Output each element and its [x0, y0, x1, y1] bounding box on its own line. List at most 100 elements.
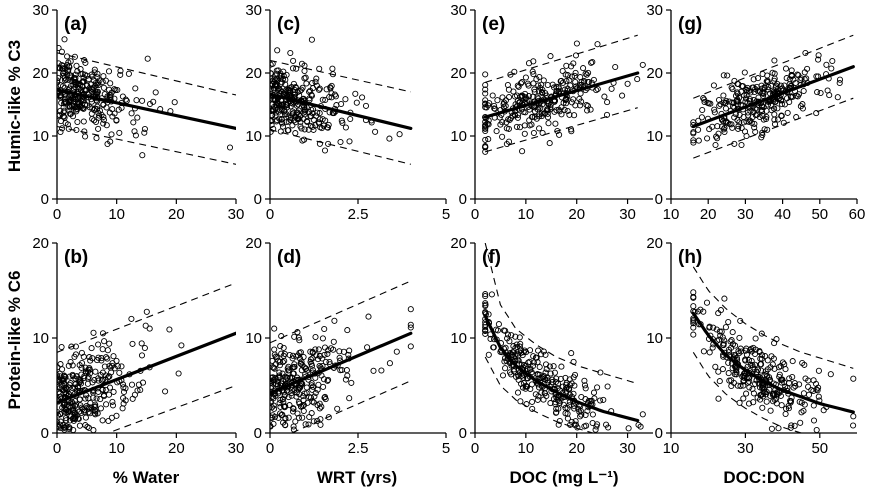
panel-letter: (c)	[277, 14, 300, 35]
data-point	[270, 383, 275, 390]
data-point	[559, 79, 567, 86]
data-point	[120, 384, 127, 391]
data-point	[813, 110, 820, 117]
data-point	[123, 97, 130, 104]
data-point	[735, 123, 742, 130]
data-point	[325, 376, 332, 383]
data-point	[57, 77, 61, 84]
data-point	[781, 101, 788, 108]
data-point	[526, 347, 534, 354]
data-point	[323, 86, 330, 93]
data-point	[113, 116, 120, 124]
data-point	[372, 128, 379, 135]
data-point	[759, 129, 766, 136]
data-point	[65, 362, 72, 369]
panel-letter: (f)	[482, 247, 501, 268]
data-point	[771, 116, 778, 123]
data-point	[276, 372, 283, 379]
data-point	[836, 79, 843, 87]
data-point	[286, 402, 293, 409]
x-tick-label: 10	[108, 440, 125, 457]
data-point	[530, 359, 537, 366]
data-point	[278, 116, 285, 123]
data-point	[577, 413, 584, 420]
data-point	[517, 398, 524, 405]
data-point	[582, 70, 589, 77]
data-point	[555, 88, 562, 95]
data-point	[270, 364, 276, 371]
data-point	[277, 102, 284, 109]
data-point	[522, 385, 529, 392]
data-point	[482, 301, 489, 308]
data-point	[558, 363, 565, 370]
y-tick-label: 0	[254, 191, 262, 208]
data-point	[101, 363, 108, 370]
data-point	[552, 120, 559, 127]
data-point	[370, 367, 377, 374]
data-point	[536, 363, 543, 371]
data-point	[533, 354, 540, 361]
data-point	[309, 383, 317, 390]
data-point	[61, 36, 68, 43]
data-point	[706, 324, 713, 331]
data-point	[805, 383, 812, 390]
data-point	[504, 81, 511, 89]
data-point	[788, 93, 795, 100]
data-point	[294, 410, 301, 417]
data-point	[278, 105, 285, 112]
data-point	[695, 126, 702, 133]
data-point	[310, 116, 317, 123]
data-point	[590, 389, 598, 396]
data-point	[528, 381, 535, 388]
data-point	[277, 72, 284, 79]
data-point	[61, 372, 68, 379]
regression-line	[483, 314, 640, 423]
data-point	[577, 74, 584, 81]
data-point	[82, 133, 89, 140]
y-tick-label: 10	[646, 330, 663, 347]
data-point	[744, 109, 751, 116]
data-point	[344, 372, 351, 379]
data-point	[585, 78, 593, 86]
data-point	[566, 111, 573, 118]
data-point	[763, 398, 770, 405]
data-point	[309, 398, 316, 405]
data-point	[529, 405, 536, 412]
data-point	[801, 401, 808, 408]
data-point	[309, 348, 316, 355]
data-point	[307, 348, 314, 355]
data-point	[612, 63, 619, 71]
data-point	[73, 81, 80, 88]
data-point	[783, 75, 790, 82]
data-point	[521, 96, 528, 103]
data-point	[722, 105, 729, 112]
data-point	[720, 72, 727, 79]
data-point	[322, 96, 329, 104]
x-axis-title-water: % Water	[113, 468, 180, 487]
data-point	[291, 361, 298, 368]
data-point	[307, 356, 314, 363]
data-point	[101, 91, 108, 98]
data-point	[550, 395, 557, 403]
data-point	[143, 308, 150, 315]
panel-c: 0 10 20 30 0 2.5 5 (c)	[245, 2, 450, 223]
data-point	[130, 119, 137, 126]
data-point	[300, 407, 307, 415]
x-tick-label: 0	[53, 206, 61, 223]
data-point	[118, 363, 125, 370]
data-point	[407, 324, 414, 331]
lower-prediction-band	[270, 129, 411, 165]
data-point	[84, 368, 92, 375]
data-point	[778, 402, 785, 409]
data-point	[797, 419, 804, 426]
data-point	[759, 89, 766, 96]
data-point	[778, 379, 785, 386]
data-point	[540, 396, 547, 403]
data-point	[695, 137, 702, 144]
data-point	[74, 118, 81, 126]
data-point	[578, 393, 585, 401]
data-point	[736, 94, 743, 101]
data-point	[485, 136, 492, 143]
data-point	[346, 395, 353, 402]
data-point	[290, 405, 297, 412]
